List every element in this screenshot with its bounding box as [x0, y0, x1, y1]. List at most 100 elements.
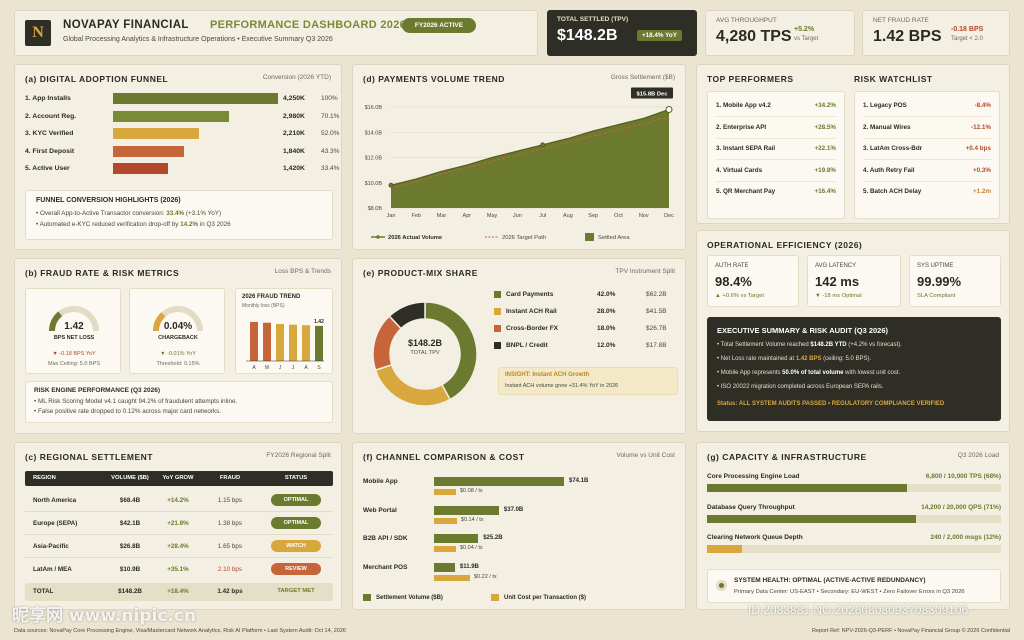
funnel-row-pct: 52.0%	[321, 130, 340, 137]
regional-growth: +14.2%	[167, 497, 189, 504]
ops-uptime-card: SYS UPTIME 99.99% SLA Compliant	[909, 255, 1001, 307]
footer-left: Data sources: NovaPay Core Processing En…	[14, 628, 346, 634]
kpi-throughput-delta: +5.2%	[794, 26, 815, 33]
footer-right: Report Ref: NPV-2026-Q3-PERF • NovaPay F…	[812, 628, 1010, 634]
funnel-rows: 1. App Installs 4,250K 100% 2. Account Reg.…	[25, 93, 339, 183]
watchlist-value: +0.3%	[972, 166, 991, 174]
regional-growth: +35.1%	[167, 566, 189, 573]
performer-name: 4. Virtual Cards	[716, 166, 763, 174]
watchlist-name: 1. Legacy POS	[863, 102, 907, 109]
watermark-id: ID:2083881 NO:20260808093708309106	[748, 603, 969, 617]
regional-fraud: 1.65 bps	[217, 543, 243, 550]
exec-summary: EXECUTIVE SUMMARY & RISK AUDIT (Q3 2026)…	[707, 317, 1001, 421]
x-tick-label: May	[487, 213, 498, 219]
actual-volume-line	[390, 108, 670, 186]
capacity-fill	[707, 545, 743, 553]
funnel-row-value: 2,210K	[283, 130, 305, 137]
insight-title: INSIGHT: Instant ACH Growth	[505, 372, 590, 378]
regional-region: LatAm / MEA	[33, 566, 72, 573]
mix-title: (e) PRODUCT-MIX SHARE	[363, 268, 478, 278]
regional-region: North America	[33, 497, 77, 504]
x-tick-label: Jun	[513, 213, 522, 219]
mix-legend-value: $17.8B	[646, 342, 667, 349]
gauge-chargeback-note: Threshold: 0.15%	[156, 361, 200, 367]
health-card: SYSTEM HEALTH: OPTIMAL (ACTIVE-ACTIVE RE…	[707, 569, 1001, 603]
channel-cost-bar	[434, 517, 457, 524]
exec-line-2: • Net Loss rate maintained at 1.42 BPS (…	[717, 356, 872, 362]
regional-total-status: TARGET MET	[277, 588, 315, 594]
gauge-fill	[49, 311, 63, 332]
exec-title: EXECUTIVE SUMMARY & RISK AUDIT (Q3 2026)	[717, 326, 889, 335]
regional-header-cell: YoY GROW	[162, 475, 194, 481]
regional-row: LatAm / MEA $10.9B +35.1% 2.10 bps REVIEW	[25, 559, 333, 581]
ops-auth-note: ▲ +0.6% vs Target	[715, 293, 764, 299]
channel-volume-bar	[434, 534, 479, 543]
performer-divider	[716, 137, 836, 139]
fraud-trend-card: 2026 FRAUD TREND Monthly loss (BPS) A M J J…	[235, 288, 333, 374]
watchlist-card: 1. Legacy POS -8.4% 2. Manual Wires -12.1% 3…	[854, 91, 1000, 219]
legend-area-swatch	[585, 233, 594, 241]
kpi-fraud-delta: -0.18 BPS	[951, 26, 984, 33]
watchlist-value: -8.4%	[974, 102, 991, 109]
fraud-trend-last-label: 1.42	[314, 319, 324, 325]
header-subtitle: Global Processing Analytics & Infrastruc…	[63, 36, 333, 43]
capacity-fill	[707, 514, 916, 523]
mix-legend-pct: 12.0%	[597, 342, 616, 349]
capacity-title: (g) CAPACITY & INFRASTRUCTURE	[707, 452, 867, 462]
performer-name: 1. Mobile App v4.2	[716, 102, 771, 109]
watchlist-divider	[863, 159, 991, 160]
funnel-row-label: 5. Active User	[25, 165, 70, 172]
regional-subtitle: FY2026 Regional Split	[266, 452, 331, 459]
ops-latency-value: 142 ms	[815, 274, 860, 289]
watchlist-name: 3. LatAm Cross-Bdr	[863, 145, 923, 152]
ops-auth-label: AUTH RATE	[715, 263, 749, 269]
ops-uptime-note: SLA Compliant	[917, 293, 956, 299]
logo: N	[25, 20, 51, 46]
x-tick-label: Jul	[539, 213, 546, 219]
funnel-bar	[113, 145, 185, 157]
funnel-bar	[113, 163, 169, 174]
regional-total-volume: $148.2B	[118, 588, 142, 595]
channel-panel: (f) CHANNEL COMPARISON & COST Volume vs …	[352, 442, 686, 610]
mix-legend-value: $26.7B	[646, 325, 667, 332]
mix-legend-pct: 18.0%	[597, 325, 616, 332]
gauge-loss-card: 1.42 BPS NET LOSS ▼ -0.18 BPS YoY Max Ce…	[25, 288, 121, 374]
insight-text: Instant ACH volume grew +31.4% YoY in 20…	[505, 383, 619, 389]
channel-legend-volume: Settlement Volume ($B)	[363, 594, 443, 601]
y-tick-label: $10.0B	[365, 181, 383, 187]
trend-title: (d) PAYMENTS VOLUME TREND	[363, 74, 505, 84]
risk-engine-title: RISK ENGINE PERFORMANCE (Q3 2026)	[34, 387, 161, 394]
kpi-tpv-delta: +18.4% YoY	[637, 30, 682, 41]
performer-value: +19.8%	[814, 166, 836, 174]
performer-value: +34.2%	[814, 102, 836, 109]
watermark-logo: 昵享网 www.nipic.cn	[12, 606, 197, 626]
performer-name: 5. QR Merchant Pay	[716, 188, 776, 195]
exec-status: Status: ALL SYSTEM AUDITS PASSED • REGUL…	[717, 401, 945, 407]
y-tick-label: $16.0B	[365, 105, 383, 111]
regional-status-badge: OPTIMAL	[271, 494, 321, 506]
mix-subtitle: TPV Instrument Split	[615, 268, 675, 275]
health-subtitle: Primary Data Center: US-EAST • Secondary…	[734, 589, 965, 595]
fraud-trend-bar	[289, 324, 297, 361]
mix-insight: INSIGHT: Instant ACH Growth Instant ACH …	[498, 367, 678, 395]
highlight-line-1: • Overall App-to-Active Transactor conve…	[36, 210, 222, 217]
kpi-throughput-label: AVG THROUGHPUT	[716, 17, 777, 24]
channel-volume-label: $74.1B	[569, 478, 589, 484]
kpi-throughput-card: AVG THROUGHPUT 4,280 TPS +5.2% vs Target	[705, 10, 855, 56]
channel-volume-label: $37.0B	[503, 506, 524, 513]
legend-cost-swatch	[491, 594, 499, 601]
health-status-icon	[716, 580, 727, 591]
gauge-loss-delta: ▼ -0.18 BPS YoY	[52, 351, 96, 357]
kpi-fraud-card: NET FRAUD RATE 1.42 BPS -0.18 BPS Target…	[862, 10, 1010, 56]
gauge-loss	[49, 306, 99, 332]
y-tick-label: $12.0B	[365, 156, 383, 162]
x-tick-label: Feb	[412, 213, 421, 219]
gauge-chargeback	[153, 306, 203, 332]
regional-region: Europe (SEPA)	[33, 520, 78, 527]
regional-panel: (c) REGIONAL SETTLEMENT FY2026 Regional …	[14, 442, 342, 610]
x-tick-label: Oct	[614, 213, 623, 219]
regional-total-label: TOTAL	[33, 588, 54, 595]
channel-cost-bar	[434, 574, 470, 581]
funnel-highlights: FUNNEL CONVERSION HIGHLIGHTS (2026) • Ov…	[25, 190, 333, 240]
x-tick-label: Aug	[563, 213, 573, 219]
